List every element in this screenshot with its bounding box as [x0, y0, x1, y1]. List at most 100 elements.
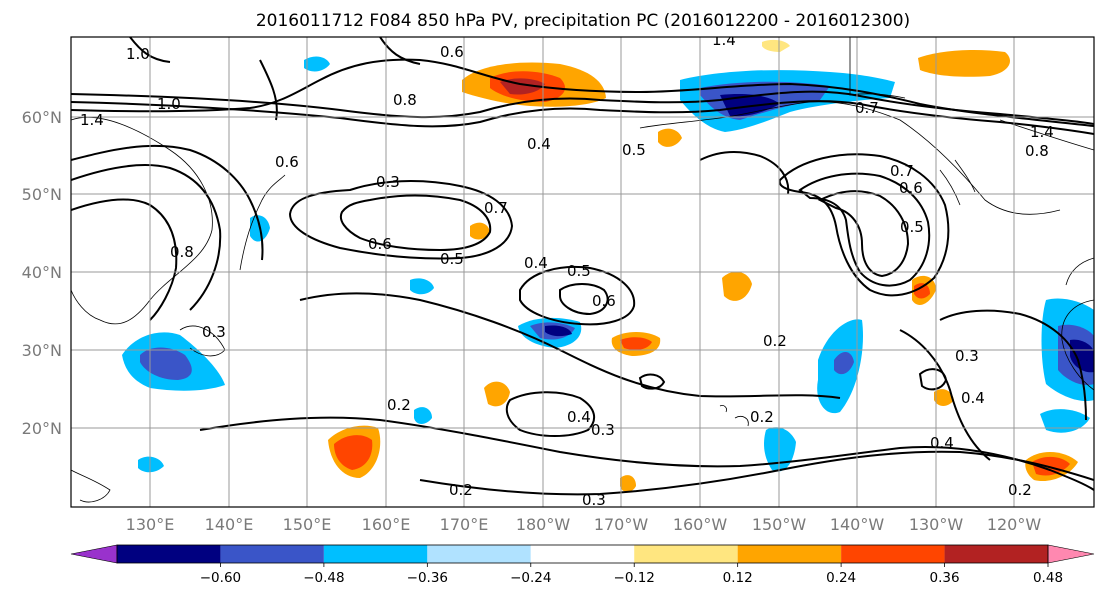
contour-label: 0.2: [763, 332, 787, 350]
contour-label: 0.2: [750, 408, 774, 426]
contour-label: 0.7: [890, 162, 914, 180]
colorbar-outline: [116, 544, 1049, 564]
precip-patch: [762, 39, 790, 52]
contour-label: 0.2: [1008, 481, 1032, 499]
contour-label: 0.5: [622, 141, 646, 159]
coastline: [1065, 257, 1094, 286]
contour-label: 0.4: [567, 408, 591, 426]
precip-patch: [722, 271, 752, 301]
colorbar: −0.60 −0.48 −0.36 −0.24 −0.12 0.12 0.24 0.36 0.4…: [70, 544, 1095, 586]
colorbar-segments: [70, 544, 1095, 564]
coastline: [939, 159, 976, 206]
precip-patch: [1040, 409, 1090, 433]
lat-label: 40°N: [22, 263, 62, 282]
pv-contour: [340, 194, 492, 252]
colorbar-segment: [117, 545, 221, 563]
contour-label: 0.3: [582, 491, 606, 509]
coastline: [71, 469, 111, 503]
lon-label: 160°E: [362, 515, 411, 534]
pv-contour: [288, 180, 514, 260]
contour-label: 0.6: [275, 153, 299, 171]
contour-label: 0.3: [955, 347, 979, 365]
precip-patch: [914, 283, 930, 299]
precip-patch: [304, 56, 330, 72]
pv-contour: [71, 58, 1094, 127]
latitude-labels: 60°N 50°N 40°N 30°N 20°N: [22, 108, 62, 438]
contour-label: 0.8: [393, 91, 417, 109]
contour-label: 0.6: [592, 292, 616, 310]
contour-label: 0.8: [1025, 142, 1049, 160]
contour-label: 0.4: [930, 434, 954, 452]
coastline: [71, 116, 213, 325]
lon-label: 120°W: [987, 515, 1042, 534]
precip-patch: [620, 337, 652, 350]
coastline: [239, 174, 286, 271]
precip-patch: [1070, 339, 1094, 373]
contour-label: 0.2: [387, 396, 411, 414]
longitude-labels: 130°E 140°E 150°E 160°E 170°E 180°W 170°…: [126, 515, 1042, 534]
colorbar-segment: [323, 545, 428, 563]
lon-label: 130°W: [909, 515, 964, 534]
colorbar-extend-high: [1047, 544, 1095, 564]
contour-label: 0.3: [376, 173, 400, 191]
contour-label: 0.7: [484, 199, 508, 217]
contour-label: 0.4: [527, 135, 551, 153]
precip-patch: [934, 389, 954, 406]
contour-label: 0.6: [899, 179, 923, 197]
colorbar-tick-label: 0.48: [1033, 570, 1063, 586]
pv-contour: [939, 309, 1087, 421]
coastline: [639, 101, 1061, 215]
lat-label: 50°N: [22, 185, 62, 204]
contour-label: 1.0: [157, 95, 181, 113]
pv-contour: [129, 37, 421, 121]
precip-patch: [834, 351, 854, 375]
colorbar-segment: [634, 545, 738, 563]
contour-label: 0.4: [524, 254, 548, 272]
precip-patch: [764, 427, 796, 472]
lon-label: 160°W: [673, 515, 728, 534]
pv-contour: [638, 373, 666, 390]
contour-label: 0.5: [567, 262, 591, 280]
precip-patch: [484, 381, 510, 407]
lon-label: 150°E: [283, 515, 332, 534]
contour-label: 0.6: [440, 43, 464, 61]
precip-patch: [620, 475, 636, 492]
graticule: [71, 37, 1094, 507]
contour-label: 0.5: [900, 218, 924, 236]
map-frame: [70, 36, 1095, 508]
pv-contour: [559, 283, 609, 316]
colorbar-tick-label: 0.12: [723, 570, 753, 586]
figure-title: 2016011712 F084 850 hPa PV, precipitatio…: [256, 11, 910, 31]
pv-contour: [699, 150, 790, 195]
colorbar-tick-label: −0.36: [407, 570, 448, 586]
lon-label: 170°E: [440, 515, 489, 534]
map-panel: 1.0 1.0 1.4 1.4 1.4 0.6 0.8 0.6 0.4 0.5 …: [70, 36, 1095, 509]
contour-label: 0.2: [449, 481, 473, 499]
precip-patch: [658, 128, 682, 147]
colorbar-segment: [530, 545, 635, 563]
precip-patch: [470, 222, 490, 240]
pv-contour: [519, 266, 636, 326]
pv-contour: [899, 329, 991, 461]
colorbar-segment: [737, 545, 842, 563]
contour-label: 0.3: [202, 323, 226, 341]
contour-label: 0.4: [961, 389, 985, 407]
precip-patch: [334, 435, 373, 470]
colorbar-segment: [427, 545, 531, 563]
lon-label: 140°W: [830, 515, 885, 534]
colorbar-ticks: −0.60 −0.48 −0.36 −0.24 −0.12 0.12 0.24 0.36 0.4…: [200, 563, 1063, 586]
precip-patch: [414, 407, 432, 424]
contour-label: 0.7: [855, 99, 879, 117]
coastline: [719, 405, 749, 427]
colorbar-extend-low: [70, 544, 118, 564]
contour-label: 0.8: [170, 243, 194, 261]
colorbar-segment: [944, 545, 1048, 563]
precip-patch: [720, 94, 780, 117]
lat-label: 20°N: [22, 419, 62, 438]
lon-label: 150°W: [752, 515, 807, 534]
lon-label: 180°W: [516, 515, 571, 534]
pv-contour: [71, 100, 1094, 135]
colorbar-tick-label: −0.48: [303, 570, 344, 586]
colorbar-segment: [841, 545, 945, 563]
